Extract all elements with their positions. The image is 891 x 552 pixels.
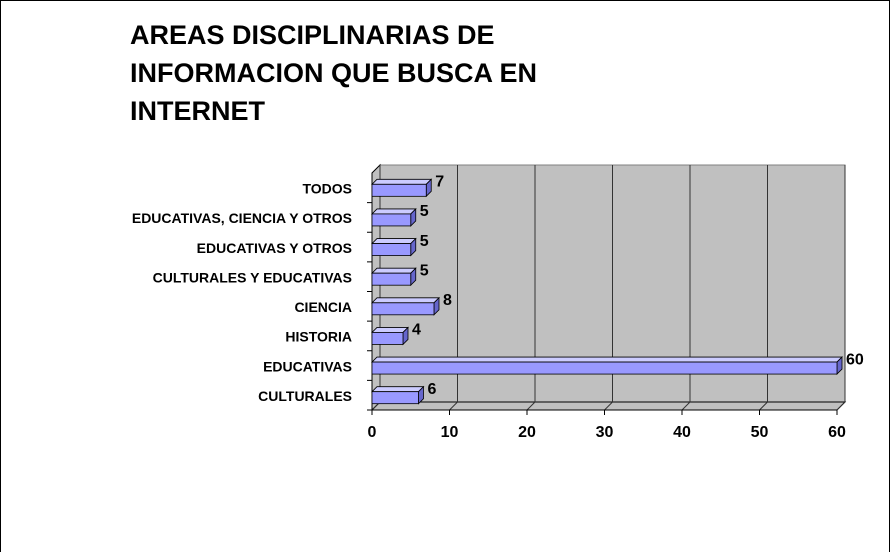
bar-top — [371, 238, 417, 244]
bar — [371, 243, 412, 256]
data-label: 7 — [435, 174, 444, 191]
data-label: 8 — [443, 292, 452, 309]
y-tick-label: HISTORIA — [285, 329, 352, 345]
x-tick-label: 0 — [368, 424, 377, 441]
bar — [371, 183, 427, 197]
bar-top — [371, 208, 417, 215]
grid-line — [604, 401, 613, 411]
x-tick-label: 20 — [518, 424, 536, 441]
bar — [371, 361, 838, 375]
bar-top — [371, 327, 409, 333]
bar — [371, 302, 435, 316]
bar — [371, 272, 412, 286]
data-label: 5 — [420, 203, 429, 220]
data-label: 6 — [428, 381, 437, 398]
x-tick-label: 10 — [441, 424, 459, 441]
grid-line — [836, 401, 846, 411]
grid-line — [526, 401, 536, 411]
bar-top — [371, 178, 433, 185]
x-tick-label: 60 — [828, 424, 846, 441]
bar — [371, 391, 419, 405]
data-label: 4 — [412, 322, 421, 339]
bar-top — [371, 356, 843, 363]
bar-top — [371, 297, 440, 304]
grid-line — [681, 401, 691, 411]
data-label: 60 — [846, 351, 864, 368]
y-tick-label: EDUCATIVAS Y OTROS — [197, 240, 352, 256]
data-label: 5 — [420, 233, 429, 250]
grid-line — [449, 401, 458, 411]
y-tick-label: CULTURALES — [258, 388, 352, 404]
x-tick-label: 30 — [596, 424, 614, 441]
x-tick-label: 40 — [673, 424, 691, 441]
bar — [371, 332, 404, 345]
y-tick-label: EDUCATIVAS, CIENCIA Y OTROS — [132, 210, 352, 226]
bar-top — [371, 267, 417, 274]
y-tick-label: EDUCATIVAS — [263, 358, 352, 374]
bar — [371, 213, 412, 227]
data-label: 5 — [420, 262, 429, 279]
chart-title: AREAS DISCIPLINARIAS DE INFORMACION QUE … — [130, 20, 538, 126]
y-tick-label: TODOS — [302, 181, 352, 197]
y-tick-label: CIENCIA — [294, 299, 352, 315]
bar-top — [371, 386, 425, 393]
grid-line — [759, 401, 768, 411]
y-tick-label: CULTURALES Y EDUCATIVAS — [153, 269, 352, 285]
x-tick-label: 50 — [751, 424, 769, 441]
